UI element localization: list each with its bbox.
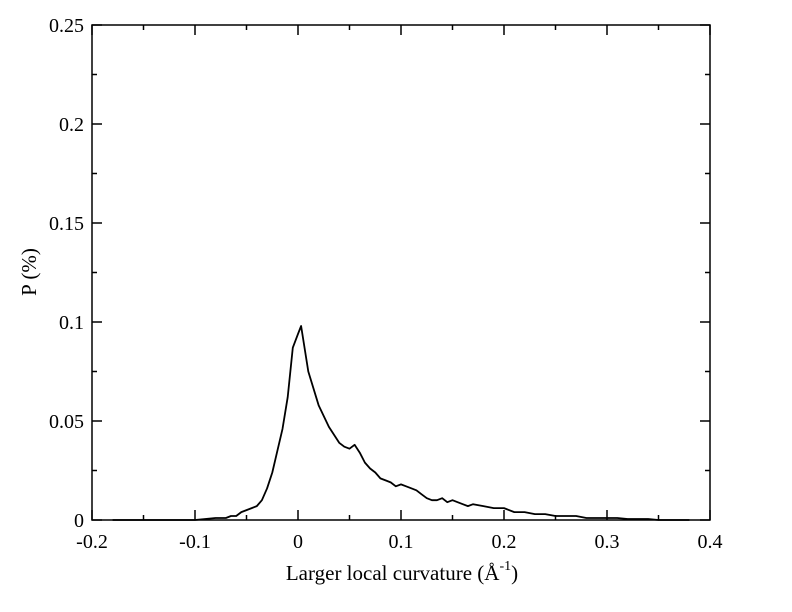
x-tick-label: -0.1 — [179, 531, 211, 553]
x-tick-label: 0 — [293, 531, 303, 553]
y-tick-label: 0 — [74, 510, 84, 532]
x-tick-label: 0.1 — [389, 531, 414, 553]
tick-labels: -0.2 -0.1 0 0.1 0.2 0.3 0.4 0 0.05 0.1 0.15 0.2 0.25 — [49, 15, 723, 553]
y-tick-label: 0.05 — [49, 411, 84, 433]
y-tick-label: 0.2 — [59, 114, 84, 136]
x-axis-title-main: Larger local curvature (Å — [286, 561, 500, 585]
x-tick-label: 0.3 — [595, 531, 620, 553]
x-axis-title: Larger local curvature (Å-1) — [286, 559, 518, 585]
x-tick-label: 0.4 — [698, 531, 723, 553]
x-axis-title-superscript: -1 — [499, 559, 511, 574]
y-tick-label: 0.25 — [49, 15, 84, 37]
x-tick-label: 0.2 — [492, 531, 517, 553]
series-line — [112, 325, 690, 521]
plot-frame — [91, 24, 711, 521]
axis-ticks — [91, 24, 711, 521]
y-tick-label: 0.15 — [49, 213, 84, 235]
y-axis-title: P (%) — [17, 248, 41, 296]
x-axis-title-close: ) — [511, 561, 518, 585]
y-tick-label: 0.1 — [59, 312, 84, 334]
x-tick-label: -0.2 — [76, 531, 108, 553]
